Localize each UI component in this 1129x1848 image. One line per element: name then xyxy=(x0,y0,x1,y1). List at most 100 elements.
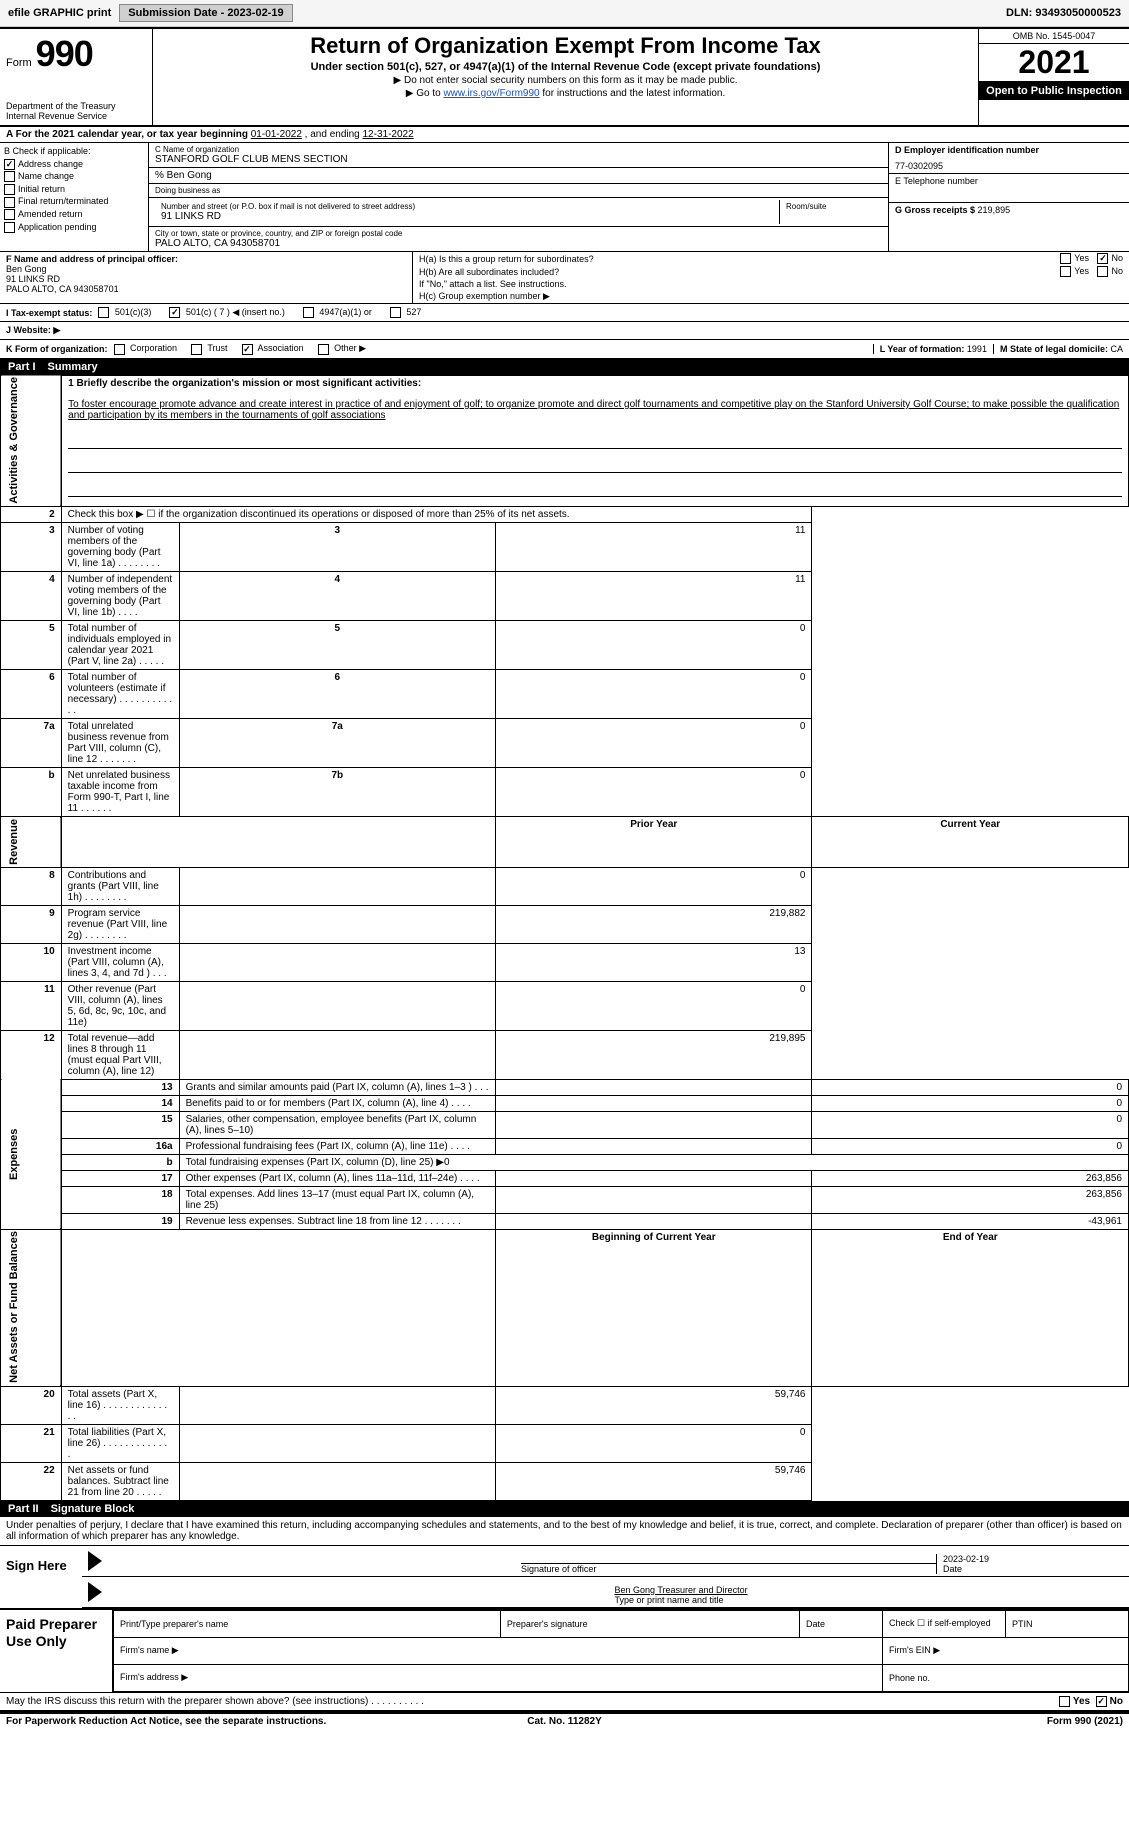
line-num: 21 xyxy=(1,1424,62,1462)
efile-toolbar: efile GRAPHIC print Submission Date - 20… xyxy=(0,0,1129,27)
line-i: I Tax-exempt status: 501(c)(3) 501(c) ( … xyxy=(0,304,1129,322)
year-formation: 1991 xyxy=(967,344,987,354)
line-num: 20 xyxy=(1,1386,62,1424)
k-checkbox-0[interactable] xyxy=(114,344,125,355)
section-governance-label: Activities & Governance xyxy=(1,375,62,507)
prior-value xyxy=(179,905,495,943)
current-value: 0 xyxy=(496,981,812,1030)
i-checkbox-3[interactable] xyxy=(390,307,401,318)
k-checkbox-3[interactable] xyxy=(318,344,329,355)
state-domicile: CA xyxy=(1110,344,1123,354)
line-num: 7a xyxy=(1,719,62,768)
current-value: 0 xyxy=(812,1111,1129,1138)
header-center: Return of Organization Exempt From Incom… xyxy=(153,29,978,125)
dba-label: Doing business as xyxy=(155,186,882,195)
prep-ptin-header: PTIN xyxy=(1006,1610,1129,1637)
current-value: 59,746 xyxy=(496,1386,812,1424)
print-name-label: Type or print name and title xyxy=(615,1595,724,1605)
discuss-no-checkbox[interactable] xyxy=(1096,1696,1107,1707)
line-col: 5 xyxy=(179,621,495,670)
line-text: Other expenses (Part IX, column (A), lin… xyxy=(179,1170,495,1186)
b-checkbox-2[interactable] xyxy=(4,184,15,195)
efile-label: efile GRAPHIC print xyxy=(8,7,111,19)
header-right: OMB No. 1545-0047 2021 Open to Public In… xyxy=(978,29,1129,125)
b-checkbox-4[interactable] xyxy=(4,209,15,220)
i-checkbox-0[interactable] xyxy=(98,307,109,318)
c-name-label: C Name of organization xyxy=(155,145,882,154)
k-checkbox-1[interactable] xyxy=(191,344,202,355)
b-item-label: Address change xyxy=(18,159,83,169)
room-label: Room/suite xyxy=(786,202,876,211)
b-checkbox-3[interactable] xyxy=(4,197,15,208)
line-text: Grants and similar amounts paid (Part IX… xyxy=(179,1079,495,1095)
dln-label: DLN: 93493050000523 xyxy=(1006,7,1121,19)
line-a: A For the 2021 calendar year, or tax yea… xyxy=(0,127,1129,143)
line-text: Number of independent voting members of … xyxy=(61,572,179,621)
f-label: F Name and address of principal officer: xyxy=(6,254,178,264)
line-num: b xyxy=(1,768,62,817)
prior-year-header: Prior Year xyxy=(496,817,812,868)
line-num: 22 xyxy=(1,1462,62,1500)
tele-value xyxy=(895,186,1123,200)
mission-text: To foster encourage promote advance and … xyxy=(61,397,1128,434)
b-checkbox-1[interactable] xyxy=(4,171,15,182)
footer-form-no: 990 xyxy=(1075,1716,1092,1727)
line-value: 11 xyxy=(496,523,812,572)
discuss-yes-checkbox[interactable] xyxy=(1059,1696,1070,1707)
b-item-label: Initial return xyxy=(18,184,65,194)
b-checkbox-0[interactable] xyxy=(4,159,15,170)
h-a-yes-checkbox[interactable] xyxy=(1060,253,1071,264)
i-checkbox-2[interactable] xyxy=(303,307,314,318)
h-b-no-checkbox[interactable] xyxy=(1097,266,1108,277)
i-checkbox-1[interactable] xyxy=(169,307,180,318)
b-item-label: Final return/terminated xyxy=(18,196,109,206)
line-num: 3 xyxy=(1,523,62,572)
prior-value xyxy=(496,1170,812,1186)
k-label: K Form of organization: xyxy=(6,344,108,354)
col-h: H(a) Is this a group return for subordin… xyxy=(413,252,1129,303)
line-num: 15 xyxy=(61,1111,179,1138)
line-num: 17 xyxy=(61,1170,179,1186)
b-checkbox-5[interactable] xyxy=(4,222,15,233)
care-of: % Ben Gong xyxy=(155,170,882,181)
firm-ein-label: Firm's EIN ▶ xyxy=(883,1637,1129,1664)
prior-value xyxy=(496,1138,812,1154)
line-col: 7a xyxy=(179,719,495,768)
prior-value xyxy=(179,1386,495,1424)
footer-left: For Paperwork Reduction Act Notice, see … xyxy=(6,1716,378,1727)
submission-date-button[interactable]: Submission Date - 2023-02-19 xyxy=(119,4,292,22)
dept-treasury: Department of the Treasury xyxy=(6,101,146,111)
line-num: 9 xyxy=(1,905,62,943)
prior-value xyxy=(496,1111,812,1138)
part-i-title: Summary xyxy=(48,361,98,373)
sign-here-block: Sign Here Signature of officer 2023-02-1… xyxy=(0,1546,1129,1608)
prep-date-header: Date xyxy=(800,1610,883,1637)
line-text: Check this box ▶ ☐ if the organization d… xyxy=(61,507,812,523)
irs-link[interactable]: www.irs.gov/Form990 xyxy=(443,88,539,99)
line-col: 4 xyxy=(179,572,495,621)
form-subtitle: Under section 501(c), 527, or 4947(a)(1)… xyxy=(163,61,968,73)
form-header: Form 990 Department of the Treasury Inte… xyxy=(0,29,1129,127)
prior-value xyxy=(496,1186,812,1213)
current-value: 263,856 xyxy=(812,1186,1129,1213)
h-b-yes-checkbox[interactable] xyxy=(1060,266,1071,277)
k-checkbox-2[interactable] xyxy=(242,344,253,355)
h-a-no-checkbox[interactable] xyxy=(1097,253,1108,264)
h-c-label: H(c) Group exemption number ▶ xyxy=(419,291,1123,302)
line-text: Total fundraising expenses (Part IX, col… xyxy=(179,1154,1128,1170)
line-text: Total number of volunteers (estimate if … xyxy=(61,670,179,719)
h-b-label: H(b) Are all subordinates included? xyxy=(419,267,1054,277)
line-text: Total unrelated business revenue from Pa… xyxy=(61,719,179,768)
line-text: Salaries, other compensation, employee b… xyxy=(179,1111,495,1138)
line-num: 5 xyxy=(1,621,62,670)
a-middle: , and ending xyxy=(305,129,363,140)
line-text: Contributions and grants (Part VIII, lin… xyxy=(61,867,179,905)
prior-value xyxy=(496,1079,812,1095)
prior-value xyxy=(179,1030,495,1079)
line-text: Number of voting members of the governin… xyxy=(61,523,179,572)
line-num: b xyxy=(61,1154,179,1170)
firm-name-label: Firm's name ▶ xyxy=(114,1637,883,1664)
footer-center: Cat. No. 11282Y xyxy=(378,1716,750,1727)
end-year-header: End of Year xyxy=(812,1229,1129,1386)
discuss-no: No xyxy=(1110,1696,1123,1707)
